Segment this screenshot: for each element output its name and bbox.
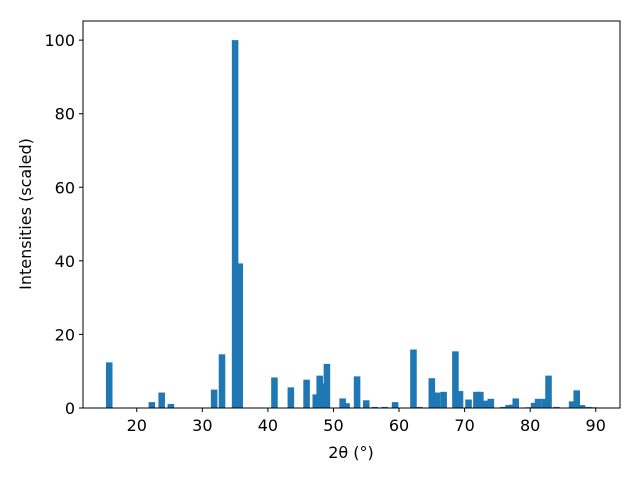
bar bbox=[287, 387, 295, 408]
y-tick-label: 80 bbox=[55, 105, 75, 124]
y-tick-label: 40 bbox=[55, 252, 75, 271]
y-tick-label: 60 bbox=[55, 178, 75, 197]
bar bbox=[105, 362, 113, 408]
x-tick-label: 30 bbox=[192, 416, 212, 435]
bar bbox=[323, 363, 331, 408]
y-tick-label: 100 bbox=[44, 31, 75, 50]
bar bbox=[371, 406, 379, 408]
bar bbox=[391, 402, 399, 408]
bar bbox=[534, 398, 542, 408]
bar bbox=[585, 406, 592, 408]
y-axis-label: Intensities (scaled) bbox=[16, 138, 35, 290]
x-axis-label: 2θ (°) bbox=[328, 443, 374, 462]
bar bbox=[353, 376, 361, 408]
axes-frame bbox=[82, 20, 621, 409]
bar bbox=[553, 406, 560, 408]
bar bbox=[167, 403, 175, 408]
bar bbox=[541, 398, 548, 408]
bar bbox=[210, 389, 218, 408]
bar bbox=[440, 391, 447, 408]
bar bbox=[158, 392, 165, 408]
bar bbox=[578, 405, 586, 408]
bar bbox=[500, 406, 507, 408]
bar bbox=[452, 351, 459, 408]
bar bbox=[573, 390, 581, 408]
bar bbox=[312, 394, 320, 408]
y-tick-label: 0 bbox=[65, 399, 75, 418]
bar bbox=[416, 406, 423, 408]
bar bbox=[545, 375, 552, 408]
x-tick-label: 50 bbox=[323, 416, 343, 435]
bar bbox=[568, 401, 576, 408]
bar bbox=[465, 399, 472, 408]
x-tick-label: 80 bbox=[520, 416, 540, 435]
bar bbox=[343, 403, 350, 408]
bar bbox=[362, 400, 370, 408]
bar bbox=[271, 377, 278, 408]
x-tick-label: 20 bbox=[127, 416, 147, 435]
y-tick-label: 20 bbox=[55, 325, 75, 344]
bar bbox=[148, 402, 156, 408]
bar bbox=[512, 398, 520, 408]
bar bbox=[505, 405, 512, 408]
bar bbox=[218, 354, 226, 408]
bar bbox=[482, 400, 489, 408]
bar bbox=[381, 406, 388, 408]
bar bbox=[339, 398, 346, 408]
bar bbox=[316, 375, 323, 408]
x-tick-label: 70 bbox=[454, 416, 474, 435]
x-tick-label: 90 bbox=[586, 416, 606, 435]
bar bbox=[428, 378, 436, 408]
bar bbox=[236, 263, 243, 408]
bar bbox=[433, 392, 441, 408]
bar bbox=[456, 391, 464, 408]
bar bbox=[231, 40, 239, 409]
bar bbox=[410, 349, 417, 408]
x-tick-label: 40 bbox=[258, 416, 278, 435]
bar bbox=[473, 391, 480, 408]
bar bbox=[477, 391, 484, 408]
bar bbox=[303, 379, 310, 408]
bar bbox=[530, 402, 538, 408]
x-tick-label: 60 bbox=[389, 416, 409, 435]
bar bbox=[487, 398, 495, 408]
plot-area bbox=[105, 40, 598, 409]
